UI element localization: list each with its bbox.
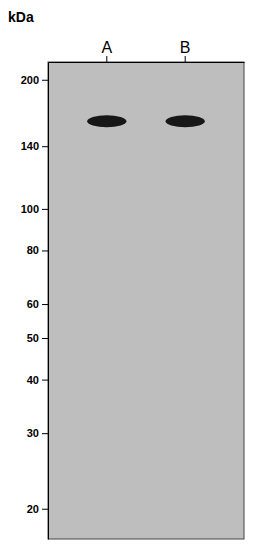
- y-tick: 80: [27, 244, 48, 256]
- lane-tick-mark: [106, 56, 107, 62]
- y-tick-mark: [42, 433, 48, 434]
- y-tick: 40: [27, 374, 48, 386]
- y-tick: 30: [27, 427, 48, 439]
- y-tick-mark: [42, 146, 48, 147]
- y-tick-mark: [42, 250, 48, 251]
- y-axis-line: [48, 63, 49, 540]
- y-tick-label: 60: [27, 298, 39, 310]
- x-axis: AB: [49, 39, 245, 63]
- y-tick-label: 200: [21, 74, 39, 86]
- plot: 200140100806050403020AB: [21, 39, 245, 540]
- y-tick-label: 40: [27, 374, 39, 386]
- band: [166, 115, 205, 127]
- bands: [87, 115, 205, 127]
- lane-tick: B: [180, 39, 191, 62]
- y-tick-label: 100: [21, 203, 39, 215]
- y-tick-mark: [42, 380, 48, 381]
- y-tick-mark: [42, 304, 48, 305]
- y-tick-label: 140: [21, 140, 39, 152]
- y-tick: 20: [27, 503, 48, 515]
- y-tick-label: 30: [27, 427, 39, 439]
- y-tick-mark: [42, 338, 48, 339]
- y-tick-label: 20: [27, 503, 39, 515]
- y-tick-mark: [42, 509, 48, 510]
- y-tick: 100: [21, 203, 48, 215]
- y-tick: 140: [21, 140, 48, 152]
- x-axis-line: [49, 62, 245, 63]
- gel-frame: [48, 62, 244, 539]
- y-tick-mark: [42, 209, 48, 210]
- lane-label: A: [101, 39, 112, 56]
- y-tick: 200: [21, 74, 48, 86]
- lane-label: B: [180, 39, 191, 56]
- y-tick-label: 50: [27, 332, 39, 344]
- y-label: kDa: [8, 9, 34, 25]
- lane-tick: A: [101, 39, 112, 62]
- band: [87, 115, 126, 127]
- lane-tick-mark: [185, 56, 186, 62]
- y-tick: 60: [27, 298, 48, 310]
- chart: 200140100806050403020ABkDa: [0, 0, 256, 557]
- y-tick-mark: [42, 80, 48, 81]
- y-tick: 50: [27, 332, 48, 344]
- y-tick-label: 80: [27, 244, 39, 256]
- y-axis: 200 140 100 80 60 50 40 30 20: [21, 63, 49, 540]
